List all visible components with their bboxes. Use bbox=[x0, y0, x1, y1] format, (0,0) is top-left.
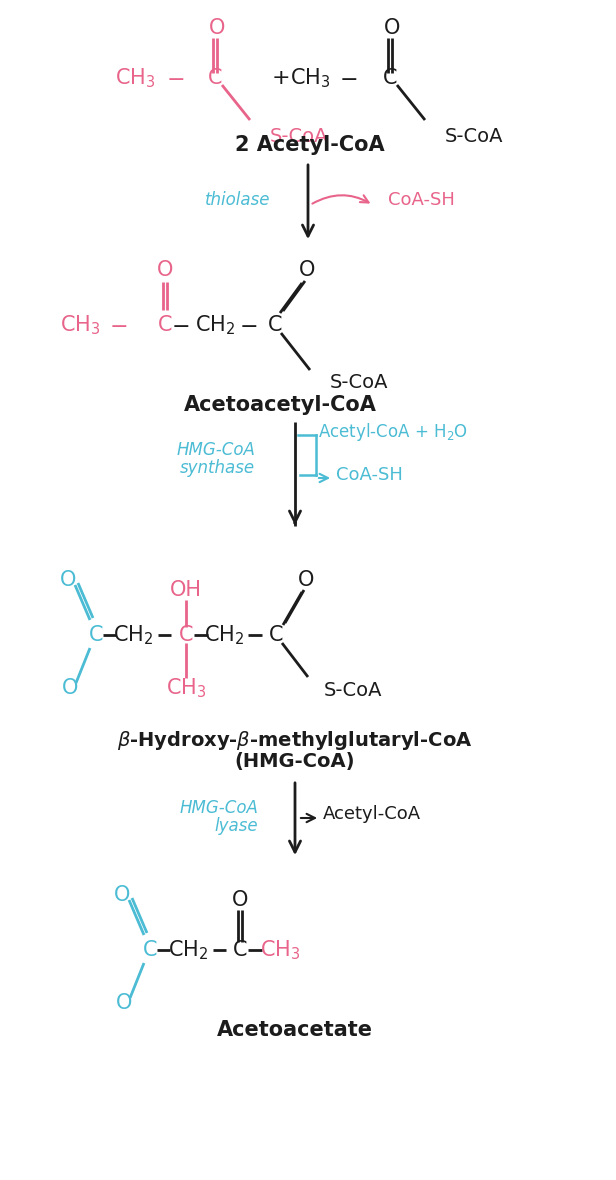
Text: C: C bbox=[179, 625, 193, 645]
Text: S-CoA: S-CoA bbox=[330, 374, 389, 393]
Text: O: O bbox=[298, 570, 314, 590]
Text: 2 Acetyl-CoA: 2 Acetyl-CoA bbox=[235, 135, 385, 155]
Text: $-$: $-$ bbox=[171, 315, 189, 335]
Text: C: C bbox=[269, 625, 283, 645]
Text: C: C bbox=[158, 315, 172, 335]
Text: Acetoacetyl-CoA: Acetoacetyl-CoA bbox=[184, 395, 376, 415]
Text: $-$: $-$ bbox=[166, 68, 184, 88]
Text: O: O bbox=[60, 570, 76, 590]
Text: S-CoA: S-CoA bbox=[445, 126, 503, 145]
Text: O: O bbox=[116, 994, 132, 1012]
Text: CoA-SH: CoA-SH bbox=[336, 466, 403, 484]
Text: $\mathregular{CH_3}$: $\mathregular{CH_3}$ bbox=[290, 66, 330, 90]
Text: HMG-CoA: HMG-CoA bbox=[176, 441, 255, 459]
Text: (HMG-CoA): (HMG-CoA) bbox=[235, 753, 355, 772]
Text: $-$: $-$ bbox=[239, 315, 257, 335]
Text: O: O bbox=[157, 260, 173, 280]
Text: thiolase: thiolase bbox=[205, 191, 270, 209]
Text: O: O bbox=[384, 18, 400, 38]
Text: O: O bbox=[62, 678, 78, 699]
Text: $\mathregular{CH_3}$: $\mathregular{CH_3}$ bbox=[60, 313, 100, 336]
Text: $-$: $-$ bbox=[339, 68, 357, 88]
Text: O: O bbox=[209, 18, 225, 38]
Text: $\mathregular{CH_3}$: $\mathregular{CH_3}$ bbox=[115, 66, 155, 90]
Text: HMG-CoA: HMG-CoA bbox=[179, 799, 258, 817]
Text: O: O bbox=[114, 885, 130, 905]
Text: C: C bbox=[208, 68, 222, 88]
Text: $\mathregular{CH_2}$: $\mathregular{CH_2}$ bbox=[195, 313, 235, 336]
Text: O: O bbox=[232, 890, 248, 910]
Text: C: C bbox=[383, 68, 397, 88]
Text: $+$: $+$ bbox=[271, 68, 289, 88]
Text: S-CoA: S-CoA bbox=[324, 681, 383, 700]
Text: O: O bbox=[299, 260, 315, 280]
Text: $\mathregular{CH_3}$: $\mathregular{CH_3}$ bbox=[166, 676, 206, 700]
Text: $\beta$-Hydroxy-$\beta$-methylglutaryl-CoA: $\beta$-Hydroxy-$\beta$-methylglutaryl-C… bbox=[117, 728, 472, 752]
Text: C: C bbox=[89, 625, 103, 645]
Text: S-CoA: S-CoA bbox=[270, 126, 328, 145]
Text: $\mathregular{CH_2}$: $\mathregular{CH_2}$ bbox=[168, 938, 208, 962]
Text: $\mathregular{CH_2}$: $\mathregular{CH_2}$ bbox=[113, 623, 153, 647]
Text: $\mathregular{CH_3}$: $\mathregular{CH_3}$ bbox=[260, 938, 300, 962]
Text: C: C bbox=[233, 940, 247, 961]
Text: C: C bbox=[268, 315, 282, 335]
Text: synthase: synthase bbox=[180, 459, 255, 477]
Text: Acetoacetate: Acetoacetate bbox=[217, 1020, 373, 1040]
Text: CoA-SH: CoA-SH bbox=[388, 191, 455, 209]
Text: $\mathregular{CH_2}$: $\mathregular{CH_2}$ bbox=[204, 623, 244, 647]
Text: C: C bbox=[143, 940, 157, 961]
Text: OH: OH bbox=[170, 581, 202, 599]
Text: $-$: $-$ bbox=[109, 315, 127, 335]
Text: Acetyl-CoA: Acetyl-CoA bbox=[323, 805, 421, 822]
Text: Acetyl-CoA + H$_2$O: Acetyl-CoA + H$_2$O bbox=[318, 421, 468, 442]
Text: lyase: lyase bbox=[214, 817, 258, 835]
